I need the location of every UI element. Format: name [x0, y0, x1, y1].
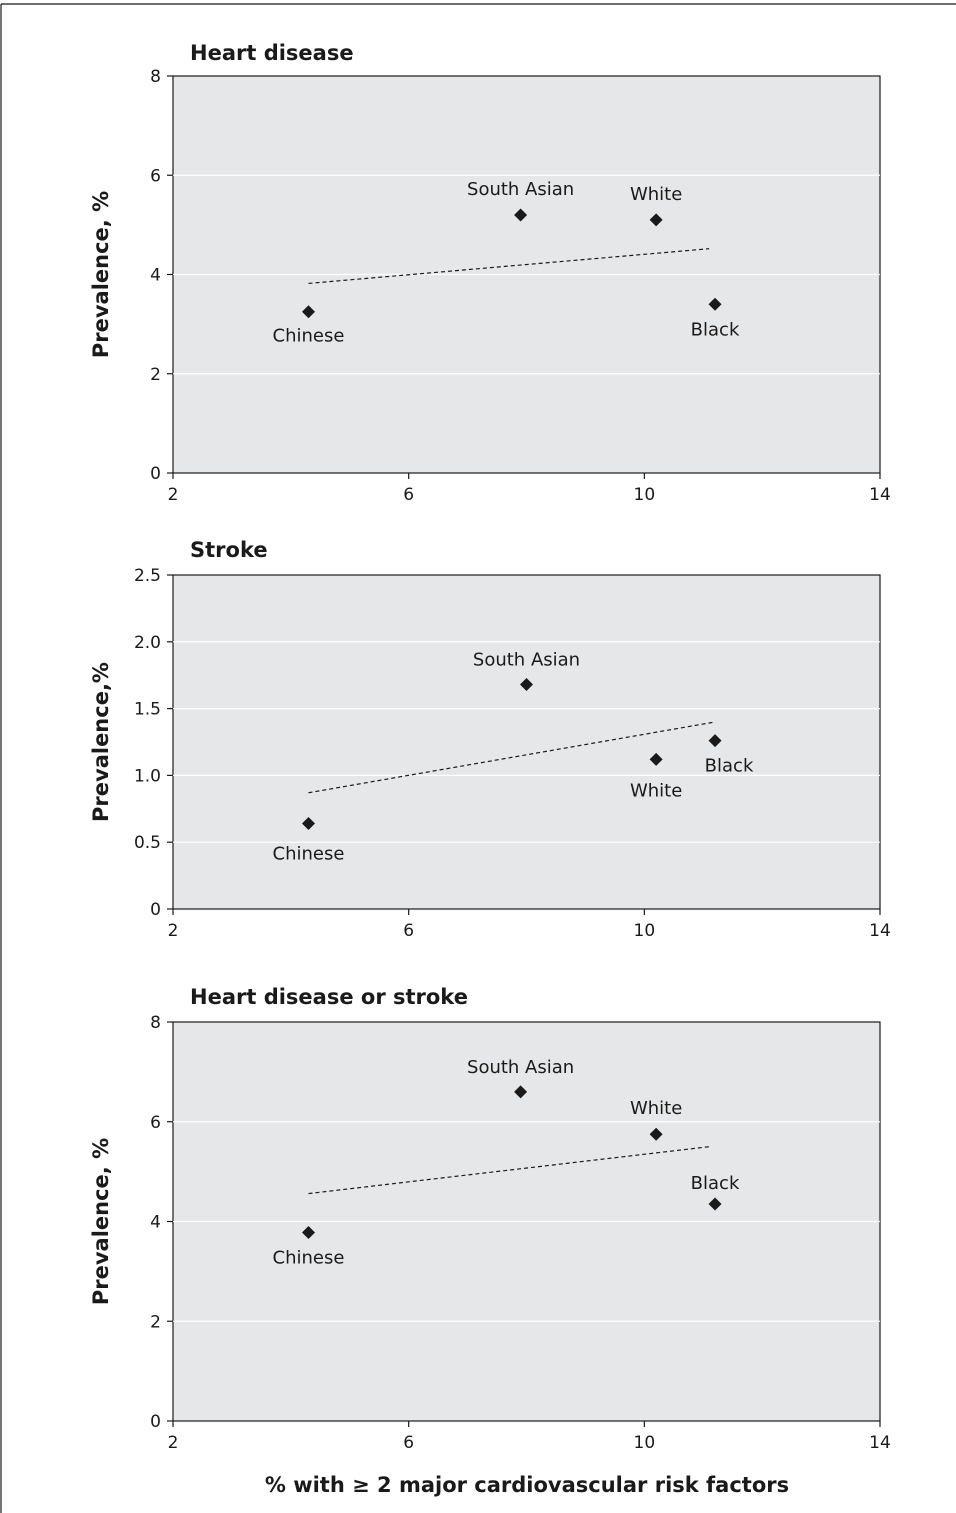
y-tick-label: 2.5: [134, 566, 161, 586]
y-tick-label: 8: [150, 67, 161, 87]
y-tick-label: 6: [150, 1113, 161, 1133]
data-label-white: White: [630, 184, 682, 205]
y-axis-title: Prevalence, %: [89, 1138, 113, 1305]
data-label-white: White: [630, 1098, 682, 1119]
y-tick-label: 2.0: [134, 633, 161, 653]
x-tick-label: 6: [403, 921, 414, 941]
y-tick-label: 0.5: [134, 833, 161, 853]
data-label-chinese: Chinese: [273, 843, 345, 864]
panel-title: Heart disease: [190, 41, 354, 65]
data-label-south-asian: South Asian: [467, 1057, 574, 1078]
y-tick-label: 0: [150, 464, 161, 484]
data-label-chinese: Chinese: [273, 1247, 345, 1268]
x-axis-title: % with ≥ 2 major cardiovascular risk fac…: [265, 1473, 789, 1497]
chart-panel-2: 0 0.5 1.0 1.5 2.0 2.5 2 6 10 14 Chinese South Asian…: [89, 538, 891, 941]
y-tick-label: 2: [150, 1312, 161, 1332]
data-label-black: Black: [691, 1173, 740, 1194]
x-tick-label: 10: [634, 1433, 656, 1453]
y-tick-label: 1.5: [134, 700, 161, 720]
y-tick-label: 0: [150, 1412, 161, 1432]
x-tick-label: 6: [403, 1433, 414, 1453]
x-tick-label: 14: [869, 485, 891, 505]
x-tick-label: 10: [634, 921, 656, 941]
data-label-white: White: [630, 780, 682, 801]
x-tick-label: 2: [168, 921, 179, 941]
data-label-black: Black: [691, 319, 740, 340]
x-tick-label: 2: [168, 485, 179, 505]
x-tick-label: 10: [634, 485, 656, 505]
data-label-chinese: Chinese: [273, 326, 345, 347]
y-tick-label: 4: [150, 266, 161, 286]
y-tick-label: 1.0: [134, 766, 161, 786]
x-tick-label: 14: [869, 921, 891, 941]
x-tick-label: 2: [168, 1433, 179, 1453]
y-tick-label: 4: [150, 1213, 161, 1233]
y-tick-label: 2: [150, 365, 161, 385]
x-tick-label: 14: [869, 1433, 891, 1453]
y-tick-label: 8: [150, 1013, 161, 1033]
panel-title: Stroke: [190, 538, 268, 562]
data-label-black: Black: [705, 756, 754, 777]
y-axis-title: Prevalence, %: [89, 191, 113, 358]
y-tick-label: 0: [150, 900, 161, 920]
y-tick-label: 6: [150, 166, 161, 186]
data-label-south-asian: South Asian: [473, 650, 580, 671]
x-tick-label: 6: [403, 485, 414, 505]
y-axis-title: Prevalence,%: [89, 662, 113, 822]
panel-title: Heart disease or stroke: [190, 985, 468, 1009]
data-label-south-asian: South Asian: [467, 179, 574, 200]
